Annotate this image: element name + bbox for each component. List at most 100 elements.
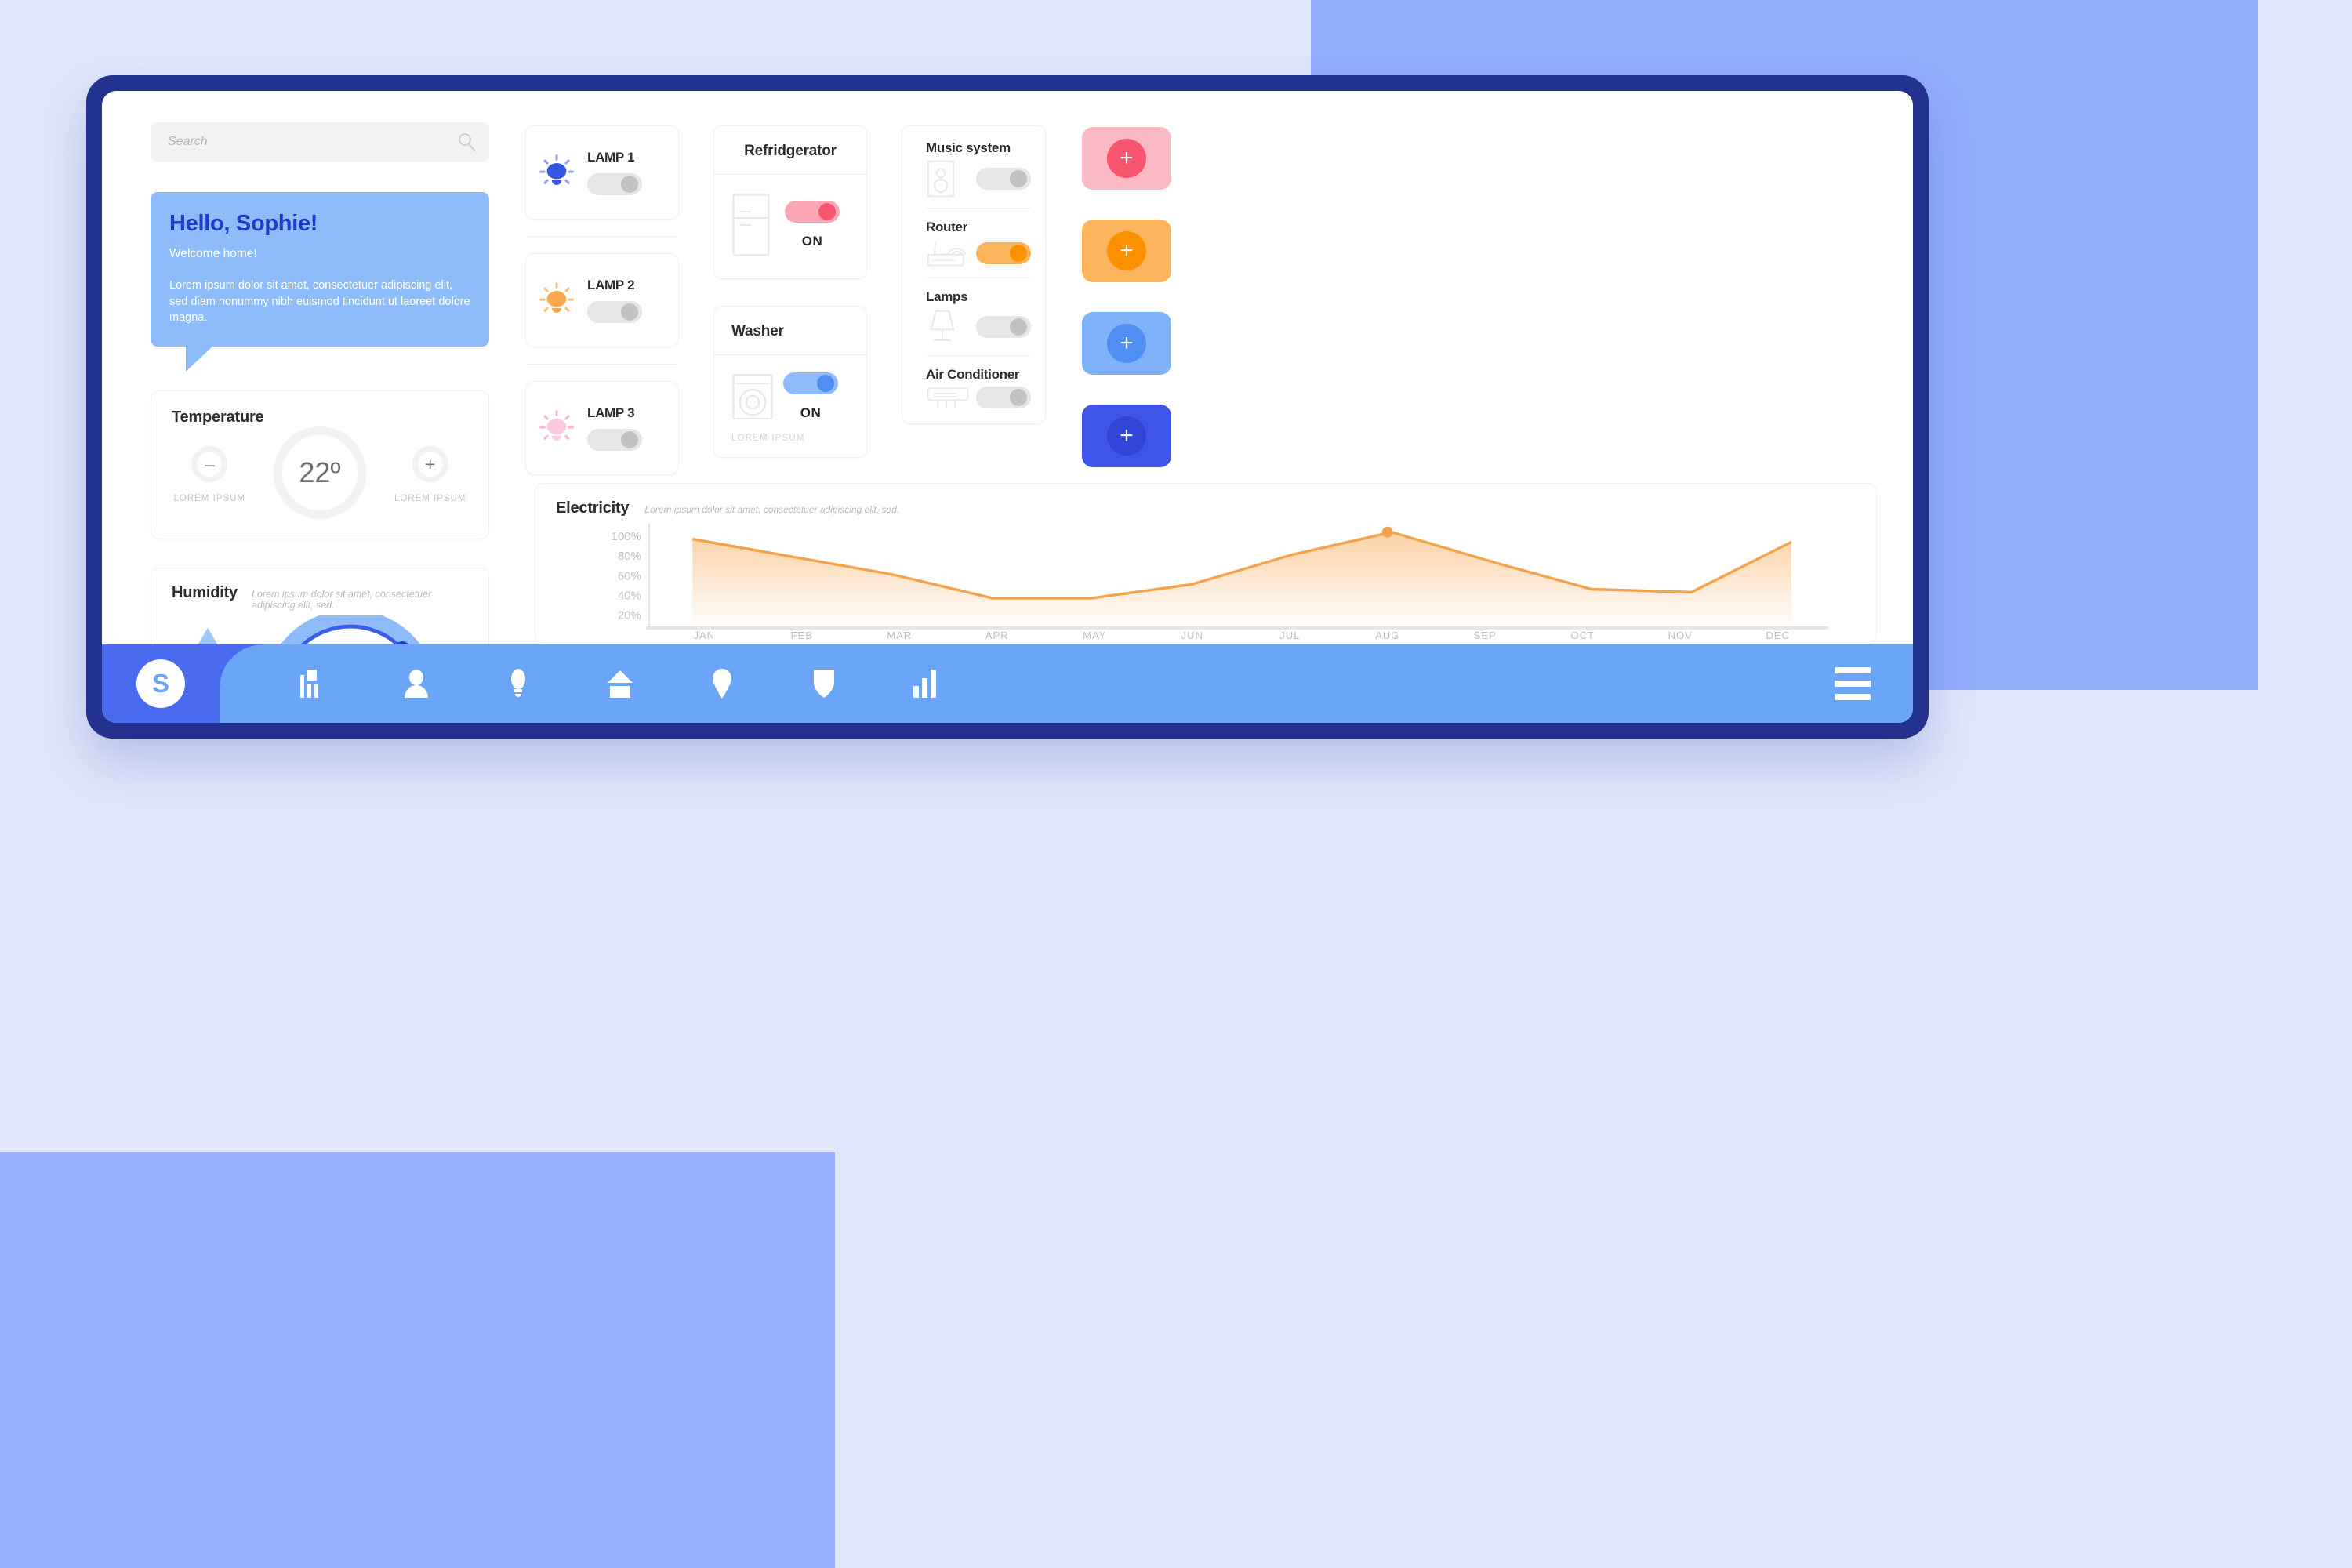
washer-header: Washer (714, 307, 866, 355)
temperature-value[interactable]: 22º (274, 426, 366, 519)
svg-text:NOV: NOV (1668, 630, 1693, 640)
dashboard-content: Search Hello, Sophie! Welcome home! Lore… (102, 91, 1913, 709)
greeting-bubble: Hello, Sophie! Welcome home! Lorem ipsum… (151, 192, 489, 372)
plus-icon: + (1107, 416, 1146, 456)
nav-item-home[interactable] (569, 669, 671, 699)
bulb-icon (539, 409, 575, 447)
temperature-title: Temperature (172, 408, 264, 426)
add-button-light-blue[interactable]: + (1082, 312, 1171, 375)
toggle-knob (621, 176, 638, 193)
tablet-screen: Search Hello, Sophie! Welcome home! Lore… (102, 91, 1913, 723)
lamp-3-info: LAMP 3 (587, 405, 642, 451)
svg-text:JUL: JUL (1279, 630, 1300, 640)
toggle-knob (621, 431, 638, 448)
menu-line (1835, 667, 1871, 673)
lamp-card-1[interactable]: LAMP 1 (525, 125, 679, 220)
add-button-pink[interactable]: + (1082, 127, 1171, 190)
location-pin-icon (711, 668, 733, 699)
humidity-header: Humidity Lorem ipsum dolor sit amet, con… (172, 584, 468, 611)
device-item-router[interactable]: Router (902, 220, 1031, 268)
device-divider-1 (926, 208, 1031, 209)
temperature-increase-group: + LOREM IPSUM (394, 446, 466, 503)
device-router-label: Router (926, 220, 967, 234)
devices-column: Music system Router (902, 122, 1046, 644)
svg-text:JAN: JAN (693, 630, 715, 640)
device-air-conditioner-row (926, 386, 1031, 409)
svg-text:MAY: MAY (1083, 630, 1106, 640)
refrigerator-body: ON (714, 175, 866, 278)
refrigerator-card: Refridgerator ON (713, 125, 867, 279)
nav-items-bar (220, 644, 1913, 723)
lamp-1-toggle[interactable] (587, 173, 642, 195)
temperature-decrease-button[interactable]: – (191, 446, 228, 483)
svg-text:OCT: OCT (1571, 630, 1595, 640)
chart-axis-labels: 100% 80% 60% 40% 20% JAN FEB MAR APR MAY JUN JUL AUG… (612, 524, 1828, 640)
greeting-body: Lorem ipsum dolor sit amet, consectetuer… (169, 279, 470, 325)
lamp-2-toggle[interactable] (587, 301, 642, 323)
refrigerator-toggle[interactable] (785, 201, 840, 223)
lamp-1-label: LAMP 1 (587, 150, 635, 165)
hamburger-menu-icon[interactable] (1835, 667, 1871, 700)
temperature-right-caption: LOREM IPSUM (394, 494, 466, 504)
svg-text:20%: 20% (618, 608, 641, 622)
svg-text:100%: 100% (612, 530, 641, 543)
appliances-column: Refridgerator ON (713, 122, 867, 644)
device-list-card: Music system Router (902, 125, 1046, 424)
washer-icon (731, 372, 774, 421)
temperature-left-caption: LOREM IPSUM (173, 494, 245, 504)
lamp-card-2[interactable]: LAMP 2 (525, 253, 679, 347)
nav-item-statistics[interactable] (875, 669, 977, 699)
lamp-card-3[interactable]: LAMP 3 (525, 381, 679, 475)
left-column: Search Hello, Sophie! Welcome home! Lore… (151, 122, 489, 709)
toggle-knob (621, 303, 638, 321)
device-router-row (926, 238, 1031, 268)
svg-text:40%: 40% (618, 589, 641, 602)
toggle-knob (1010, 389, 1027, 406)
lamp-3-toggle[interactable] (587, 429, 642, 451)
greeting-subtitle: Welcome home! (169, 247, 257, 260)
background-shape-far-right (2258, 0, 2352, 1568)
refrigerator-title: Refridgerator (744, 143, 837, 159)
add-button-dark-blue[interactable]: + (1082, 405, 1171, 467)
toggle-knob (817, 375, 834, 392)
nav-item-lights[interactable] (467, 668, 569, 699)
washer-footnote: LOREM IPSUM (731, 434, 805, 443)
search-bar[interactable]: Search (151, 122, 489, 162)
chart-title: Electricity (556, 499, 630, 517)
plus-icon: + (1107, 231, 1146, 270)
fridge-icon (731, 192, 771, 258)
device-item-lamps[interactable]: Lamps (902, 289, 1031, 346)
svg-text:AUG: AUG (1375, 630, 1399, 640)
washer-card: Washer ON LOREM IPSUM (713, 306, 867, 458)
svg-text:SEP: SEP (1474, 630, 1497, 640)
search-input[interactable]: Search (168, 135, 208, 148)
washer-toggle[interactable] (783, 372, 838, 394)
temperature-increase-button[interactable]: + (412, 446, 448, 483)
device-air-conditioner-toggle[interactable] (976, 387, 1031, 408)
add-buttons-column: + + + + (1082, 122, 1171, 644)
nav-item-security[interactable] (773, 668, 875, 699)
menu-line (1835, 681, 1871, 687)
greeting-title: Hello, Sophie! (169, 211, 318, 236)
add-button-orange[interactable]: + (1082, 220, 1171, 282)
chart-plot: 100% 80% 60% 40% 20% JAN FEB MAR APR MAY JUN JUL AUG… (556, 521, 1856, 640)
lamp-icon (926, 308, 959, 346)
nav-item-location[interactable] (671, 668, 773, 699)
device-lamps-label: Lamps (926, 289, 968, 304)
plus-icon: + (1107, 139, 1146, 178)
chart-header: Electricity Lorem ipsum dolor sit amet, … (556, 499, 1856, 517)
svg-text:60%: 60% (618, 569, 641, 583)
svg-text:FEB: FEB (791, 630, 813, 640)
dashboard-icon (299, 669, 329, 699)
device-music-system-row (926, 159, 1031, 198)
lamp-divider-2 (527, 364, 677, 365)
nav-item-dashboard[interactable] (263, 669, 365, 699)
device-lamps-toggle[interactable] (976, 316, 1031, 338)
nav-item-profile[interactable] (365, 669, 467, 699)
device-item-music-system[interactable]: Music system (902, 140, 1031, 198)
device-item-air-conditioner[interactable]: Air Conditioner (902, 367, 1031, 409)
device-music-system-toggle[interactable] (976, 168, 1031, 190)
search-icon[interactable] (456, 132, 477, 152)
app-logo[interactable]: S (136, 659, 185, 708)
device-router-toggle[interactable] (976, 242, 1031, 264)
